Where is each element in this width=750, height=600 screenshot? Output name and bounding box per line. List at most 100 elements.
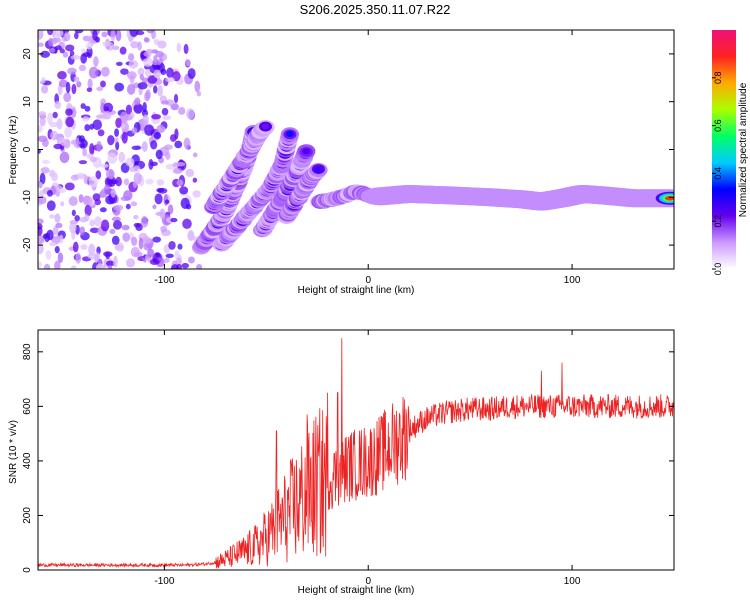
noise-speckle xyxy=(95,36,100,43)
noise-speckle xyxy=(125,104,133,116)
noise-speckle xyxy=(88,66,99,79)
y-tick-label: 800 xyxy=(22,343,33,360)
noise-speckle xyxy=(176,263,182,269)
noise-speckle xyxy=(159,208,166,220)
noise-speckle xyxy=(86,46,93,59)
noise-speckle xyxy=(177,243,183,250)
chart-title: S206.2025.350.11.07.R22 xyxy=(300,2,451,17)
noise-speckle xyxy=(166,67,174,78)
noise-speckle xyxy=(128,53,135,62)
noise-speckle xyxy=(43,263,51,269)
noise-speckle xyxy=(110,188,116,198)
noise-speckle xyxy=(78,64,87,72)
noise-speckle xyxy=(54,45,62,51)
noise-speckle xyxy=(162,115,172,121)
noise-speckle xyxy=(154,193,163,205)
noise-speckle xyxy=(109,228,116,235)
noise-speckle xyxy=(107,152,115,157)
noise-speckle xyxy=(65,44,75,52)
noise-speckle xyxy=(38,261,42,268)
x-tick-label: -100 xyxy=(154,275,174,286)
noise-speckle xyxy=(137,82,148,90)
noise-speckle xyxy=(115,176,122,187)
noise-speckle xyxy=(153,131,162,140)
noise-speckle xyxy=(105,168,115,180)
noise-speckle xyxy=(143,51,152,57)
x-tick-label: 100 xyxy=(564,275,581,286)
noise-speckle xyxy=(38,30,44,34)
noise-speckle xyxy=(123,178,130,186)
colorbar-label: Normalized spectral amplitude xyxy=(738,82,749,217)
noise-speckle xyxy=(65,116,74,128)
noise-speckle xyxy=(56,118,63,130)
noise-speckle xyxy=(38,226,43,236)
noise-speckle xyxy=(70,265,77,269)
noise-speckle xyxy=(38,124,43,133)
noise-speckle xyxy=(65,108,73,116)
noise-speckle xyxy=(175,257,182,266)
noise-speckle xyxy=(115,141,120,151)
noise-speckle xyxy=(133,165,141,174)
noise-speckle xyxy=(185,204,192,210)
noise-speckle xyxy=(130,201,138,207)
noise-speckle xyxy=(168,241,176,250)
streak-3-mark xyxy=(286,130,294,137)
noise-speckle xyxy=(59,48,65,54)
noise-speckle xyxy=(60,201,65,207)
noise-speckle xyxy=(114,82,125,92)
noise-speckle xyxy=(100,80,106,88)
noise-speckle xyxy=(53,143,63,150)
noise-speckle xyxy=(156,187,165,193)
noise-speckle xyxy=(133,103,144,114)
noise-speckle xyxy=(46,200,56,211)
noise-speckle xyxy=(118,151,126,163)
noise-speckle xyxy=(141,236,152,245)
noise-speckle xyxy=(89,227,100,234)
noise-speckle xyxy=(96,86,104,92)
noise-speckle xyxy=(57,71,67,80)
noise-speckle xyxy=(55,222,63,229)
noise-speckle xyxy=(71,83,77,95)
noise-speckle xyxy=(89,143,95,155)
noise-speckle xyxy=(186,108,195,120)
noise-speckle xyxy=(114,128,120,137)
noise-speckle xyxy=(79,226,85,236)
noise-speckle xyxy=(151,58,162,66)
noise-speckle xyxy=(42,138,49,148)
noise-speckle xyxy=(140,216,149,228)
noise-speckle xyxy=(169,134,177,142)
noise-speckle xyxy=(121,115,128,121)
snr-panel: -100 0 100 0 200 400 600 800 Height of straight… xyxy=(8,329,675,596)
noise-speckle xyxy=(102,110,112,120)
noise-speckle xyxy=(153,85,158,94)
colorbar-ticks: 0.0 0.2 0.4 0.6 0.8 xyxy=(712,72,723,275)
noise-speckle xyxy=(165,77,175,83)
noise-speckle xyxy=(38,181,43,189)
y-tick-label: 200 xyxy=(22,507,33,524)
y-tick-label: -10 xyxy=(22,190,33,205)
noise-speckle xyxy=(170,103,179,111)
noise-speckle xyxy=(64,182,75,191)
noise-speckle xyxy=(79,143,86,148)
noise-speckle xyxy=(96,263,104,269)
noise-speckle xyxy=(92,119,102,131)
noise-speckle xyxy=(181,262,190,269)
noise-speckle xyxy=(146,30,155,34)
noise-speckle xyxy=(137,41,142,51)
noise-speckle xyxy=(96,114,104,119)
noise-speckle xyxy=(149,258,160,266)
noise-speckle xyxy=(157,40,167,49)
noise-speckle xyxy=(84,124,91,132)
noise-speckle xyxy=(72,241,79,253)
noise-speckle xyxy=(64,126,72,138)
y-tick-label: -20 xyxy=(22,237,33,252)
noise-speckle xyxy=(164,144,173,150)
spectrogram-x-label: Height of straight line (km) xyxy=(298,285,415,296)
noise-speckle xyxy=(92,193,101,202)
noise-speckle xyxy=(70,54,81,60)
noise-speckle xyxy=(133,215,139,220)
snr-plot-area xyxy=(38,338,674,569)
noise-speckle xyxy=(122,232,131,242)
noise-speckle xyxy=(116,242,125,252)
